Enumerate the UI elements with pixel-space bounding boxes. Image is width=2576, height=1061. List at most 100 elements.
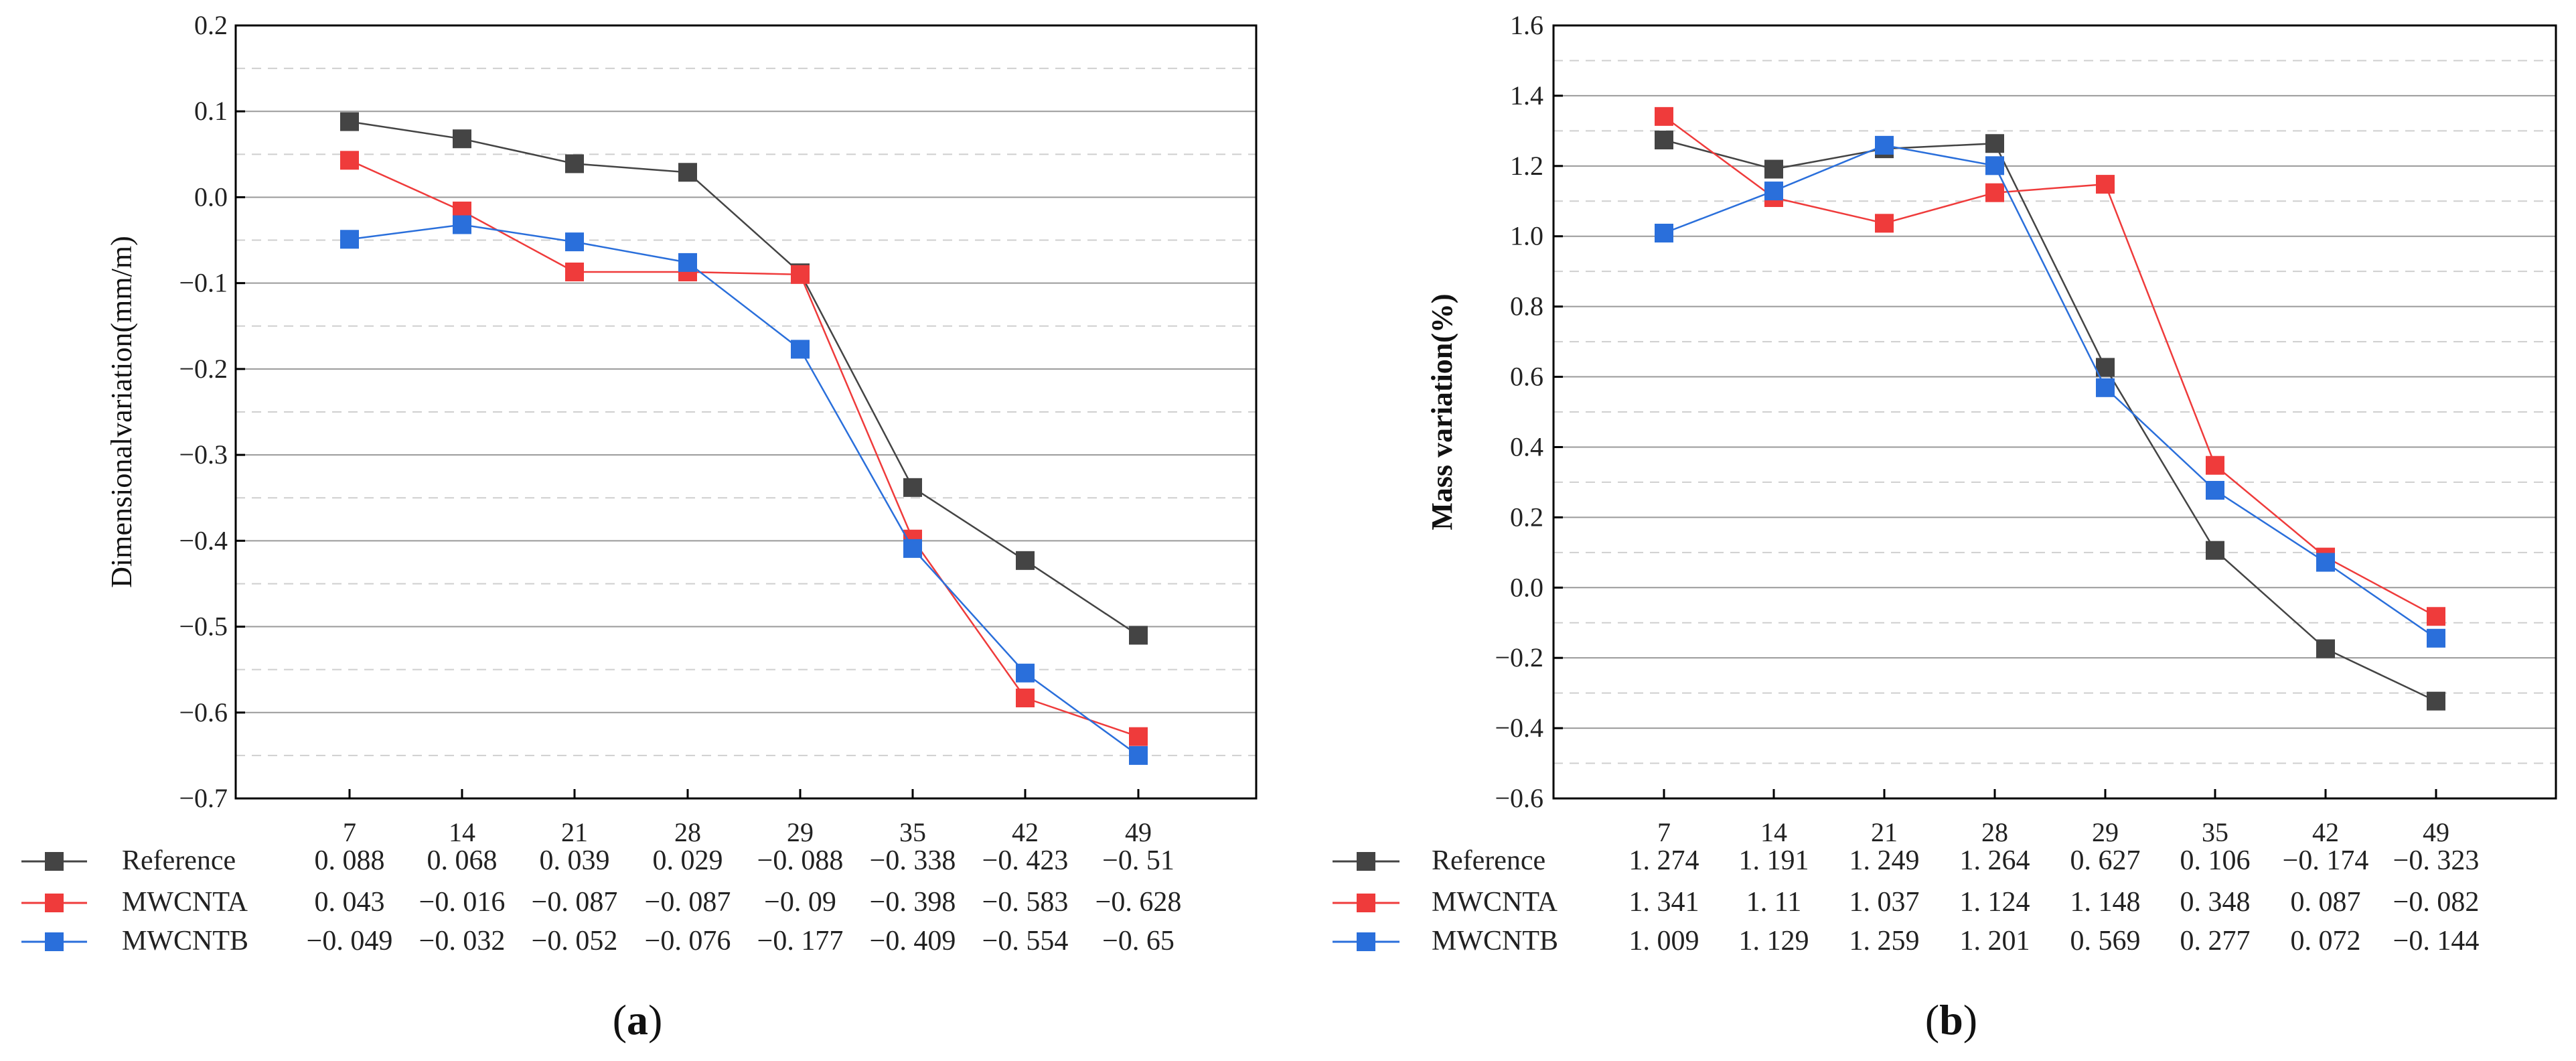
data-table-cell: −0. 323 <box>2393 845 2480 876</box>
data-point-mwcnta <box>1016 688 1035 707</box>
data-table-cell: −0. 423 <box>982 845 1069 876</box>
data-point-mwcnta <box>1985 183 2004 202</box>
legend-marker <box>45 894 64 912</box>
data-point-mwcntb <box>1764 182 1783 201</box>
data-table-cell: −0. 65 <box>1102 926 1175 957</box>
y-tick-label: 0.8 <box>1510 291 1543 322</box>
data-table-cell: 0. 029 <box>653 845 723 876</box>
y-tick-label: −0.2 <box>179 354 228 384</box>
data-table-cell: −0. 032 <box>419 926 506 957</box>
x-tick-label: 49 <box>2423 817 2449 847</box>
data-table-cell: −0. 583 <box>982 887 1069 918</box>
data-table-cell: −0. 174 <box>2283 845 2369 876</box>
data-table-cell: 0. 072 <box>2291 926 2361 957</box>
data-table-cell: 1. 124 <box>1960 887 2030 918</box>
y-tick-label: −0.5 <box>179 612 228 642</box>
legend-label: Reference <box>122 845 236 876</box>
data-table-cell: 0. 106 <box>2180 845 2251 876</box>
legend-marker <box>1357 894 1375 912</box>
y-tick-label: −0.4 <box>179 525 228 555</box>
data-point-mwcntb <box>678 253 697 272</box>
data-point-mwcntb <box>1875 135 1894 155</box>
x-tick-label: 35 <box>899 817 926 847</box>
data-point-mwcntb <box>2427 628 2445 648</box>
data-point-reference <box>1016 551 1035 570</box>
data-table-cell: −0. 088 <box>757 845 844 876</box>
data-table-cell: −0. 338 <box>870 845 956 876</box>
data-table-cell: 1. 148 <box>2070 887 2141 918</box>
y-tick-label: 0.2 <box>194 10 228 40</box>
data-point-mwcnta <box>2096 175 2115 194</box>
data-point-reference <box>678 163 697 182</box>
y-tick-label: 1.4 <box>1510 80 1543 111</box>
data-point-mwcntb <box>1016 663 1035 683</box>
data-point-mwcnta <box>791 265 810 284</box>
plot-frame <box>1552 24 2557 800</box>
data-point-mwcntb <box>565 232 584 252</box>
data-point-reference <box>2316 639 2335 658</box>
data-table-cell: −0. 51 <box>1102 845 1175 876</box>
data-table-cell: −0. 144 <box>2393 926 2480 957</box>
x-tick-label: 14 <box>449 817 475 847</box>
panel-label-close: ) <box>1963 996 1977 1044</box>
x-tick-label: 21 <box>561 817 588 847</box>
x-tick-label: 28 <box>1981 817 2008 847</box>
y-tick-label: −0.6 <box>179 697 228 727</box>
data-point-mwcnta <box>1875 214 1894 233</box>
data-table-cell: 1. 11 <box>1746 887 1801 918</box>
data-point-mwcntb <box>903 539 922 558</box>
data-point-mwcnta <box>1655 107 1673 126</box>
data-point-mwcnta <box>2206 455 2224 475</box>
x-tick-label: 42 <box>1012 817 1039 847</box>
data-point-reference <box>565 154 584 173</box>
data-point-reference <box>1655 131 1673 150</box>
data-table-cell: 1. 259 <box>1849 926 1920 957</box>
y-axis-title: Mass variation(%) <box>1426 293 1458 530</box>
panel-label-open: ( <box>613 996 627 1044</box>
panel-label: (a) <box>613 996 663 1044</box>
data-table-cell: 0. 043 <box>315 887 385 918</box>
data-point-mwcntb <box>791 340 810 359</box>
series-line-mwcnta <box>349 159 1139 737</box>
chart-panel-a: 0.2 0.1 0.0 −0.1 −0.2 −0.3 −0.4 −0.5 −0.6 −0.7 7 14… <box>21 10 1258 1044</box>
legend-label: MWCNTA <box>1432 887 1558 918</box>
data-point-mwcnta <box>2427 607 2445 626</box>
x-tick-label: 7 <box>343 817 356 847</box>
legend-label: MWCNTB <box>122 926 248 957</box>
data-table-cell: 0. 088 <box>315 845 385 876</box>
x-tick-label: 7 <box>1657 817 1671 847</box>
x-tick-label: 42 <box>2312 817 2339 847</box>
data-table-cell: −0. 052 <box>532 926 618 957</box>
data-table-cell: 1. 129 <box>1739 926 1809 957</box>
legend-marker <box>45 852 64 871</box>
y-tick-label: −0.6 <box>1495 783 1543 813</box>
x-tick-label: 29 <box>2092 817 2119 847</box>
data-point-mwcntb <box>2206 480 2224 500</box>
panel-label: (b) <box>1925 996 1977 1044</box>
data-point-reference <box>1985 134 2004 153</box>
data-point-mwcntb <box>2096 378 2115 397</box>
plot-frame <box>234 24 1258 800</box>
y-tick-label: 1.2 <box>1510 151 1543 181</box>
y-tick-label: 0.0 <box>194 182 228 212</box>
data-point-mwcntb <box>1129 746 1148 765</box>
data-table-cell: 1. 009 <box>1629 926 1699 957</box>
y-tick-label: −0.2 <box>1495 642 1543 673</box>
data-table-cell: −0. 554 <box>982 926 1069 957</box>
panel-label-open: ( <box>1925 996 1939 1044</box>
y-tick-label: 1.6 <box>1510 10 1543 40</box>
data-table-cell: −0. 076 <box>645 926 731 957</box>
y-axis-title: Dimensionalvariation(mm/m) <box>105 236 138 587</box>
data-table-cell: −0. 177 <box>757 926 844 957</box>
y-tick-label: −0.3 <box>179 439 228 470</box>
data-point-mwcntb <box>2316 553 2335 572</box>
data-table-cell: 1. 341 <box>1629 887 1699 918</box>
data-table-cell: −0. 398 <box>870 887 956 918</box>
y-tick-label: 0.2 <box>1510 502 1543 532</box>
series-line-mwcnta <box>1663 115 2437 618</box>
data-point-reference <box>1129 626 1148 645</box>
data-table-cell: 1. 264 <box>1960 845 2030 876</box>
x-tick-label: 29 <box>787 817 814 847</box>
x-tick-label: 14 <box>1760 817 1787 847</box>
